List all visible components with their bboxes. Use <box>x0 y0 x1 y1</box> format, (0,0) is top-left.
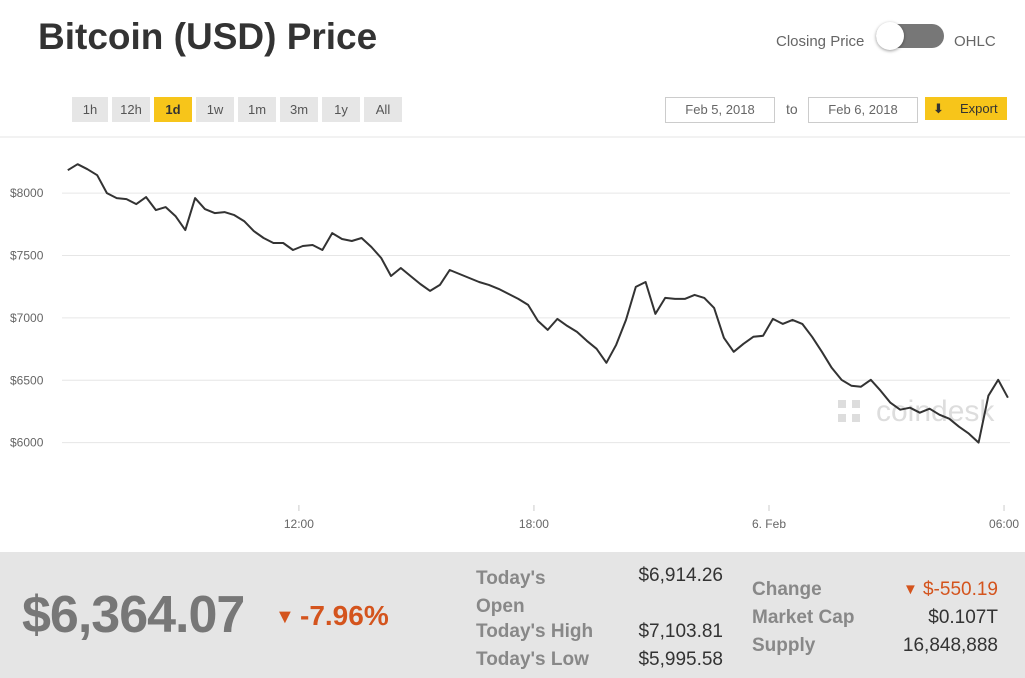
range-button[interactable]: 1m <box>238 97 276 122</box>
stat-label: Today's Open <box>476 568 546 617</box>
range-button[interactable]: All <box>364 97 402 122</box>
export-icon: ⬇ <box>933 101 944 116</box>
y-tick-label: $8000 <box>10 186 44 200</box>
stat-label: Market Cap <box>752 607 855 628</box>
watermark-icon <box>838 414 846 422</box>
range-button[interactable]: 1d <box>154 97 192 122</box>
date-to[interactable]: Feb 6, 2018 <box>808 97 918 123</box>
toggle-label: OHLC <box>954 33 996 50</box>
price-line <box>67 163 1009 444</box>
y-tick-label: $6000 <box>10 436 44 450</box>
stat-label: Today's Low <box>476 649 589 670</box>
toggle-knob[interactable] <box>876 22 904 50</box>
watermark-icon <box>852 400 860 408</box>
stat-label: Today's High <box>476 621 594 642</box>
watermark-icon <box>852 414 860 422</box>
title: Bitcoin (USD) Price <box>38 16 378 57</box>
toggle-label: Closing Price <box>776 33 865 50</box>
watermark-icon <box>838 400 846 408</box>
y-tick-label: $7500 <box>10 249 44 263</box>
stat-value: 16,848,888 <box>902 635 998 656</box>
summary-panel <box>0 552 1025 678</box>
date-from[interactable]: Feb 5, 2018 <box>665 97 775 123</box>
range-button[interactable]: 1w <box>196 97 234 122</box>
down-arrow: ▼ <box>903 581 918 598</box>
range-button[interactable]: 1h <box>72 97 108 122</box>
y-tick-label: $6500 <box>10 373 44 387</box>
price: $6,364.07 <box>22 586 245 644</box>
stat-label: Change <box>752 579 822 600</box>
y-tick-label: $7000 <box>10 311 44 325</box>
x-tick-label: 12:00 <box>284 517 314 531</box>
x-tick-label: 6. Feb <box>752 517 786 531</box>
down-arrow: ▼ <box>275 606 295 628</box>
range-button[interactable]: 12h <box>112 97 150 122</box>
export-button[interactable]: ⬇ Export <box>925 97 1007 120</box>
stat-label: Supply <box>752 635 816 656</box>
stat-value: $5,995.58 <box>638 649 723 670</box>
change-percent: -7.96% <box>300 600 389 631</box>
x-tick-label: 18:00 <box>519 517 549 531</box>
stat-value: $6,914.26 <box>638 565 723 586</box>
x-tick-label: 06:00 <box>989 517 1019 531</box>
stat-value: $7,103.81 <box>638 621 723 642</box>
range-button[interactable]: 1y <box>322 97 360 122</box>
stat-value: $0.107T <box>928 607 998 628</box>
stat-value: $-550.19 <box>922 579 998 600</box>
date-separator: to <box>786 101 798 117</box>
export-label: Export <box>960 101 998 116</box>
range-button[interactable]: 3m <box>280 97 318 122</box>
